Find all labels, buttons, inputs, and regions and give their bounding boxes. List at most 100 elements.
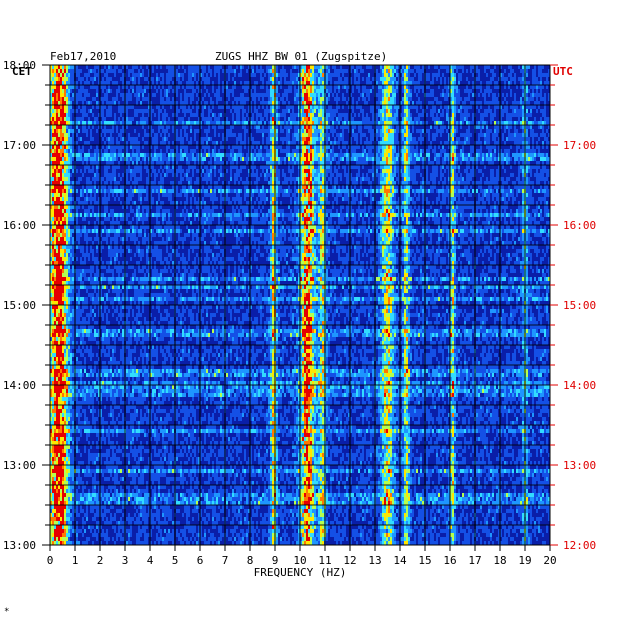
heatmap-cell (532, 69, 534, 73)
heatmap-cell (164, 113, 166, 117)
heatmap-cell (220, 105, 222, 109)
heatmap-cell (156, 137, 158, 141)
heatmap-cell (458, 89, 460, 93)
heatmap-cell (534, 85, 536, 89)
heatmap-cell (434, 165, 436, 169)
heatmap-cell (60, 93, 62, 97)
heatmap-cell (168, 169, 170, 173)
heatmap-cell (272, 125, 274, 129)
heatmap-cell (216, 153, 218, 157)
heatmap-cell (62, 89, 64, 93)
heatmap-cell (432, 93, 434, 97)
heatmap-cell (346, 69, 348, 73)
heatmap-cell (286, 141, 288, 145)
heatmap-cell (450, 73, 452, 77)
heatmap-cell (510, 165, 512, 169)
heatmap-cell (230, 169, 232, 173)
heatmap-cell (416, 141, 418, 145)
heatmap-cell (416, 165, 418, 169)
heatmap-cell (284, 153, 286, 157)
heatmap-cell (294, 121, 296, 125)
heatmap-cell (316, 165, 318, 169)
heatmap-cell (392, 81, 394, 85)
heatmap-cell (186, 153, 188, 157)
heatmap-cell (386, 157, 388, 161)
heatmap-cell (450, 133, 452, 137)
heatmap-cell (506, 77, 508, 81)
heatmap-cell (248, 81, 250, 85)
heatmap-cell (306, 169, 308, 173)
heatmap-cell (190, 73, 192, 77)
heatmap-cell (210, 121, 212, 125)
heatmap-cell (294, 101, 296, 105)
heatmap-cell (298, 109, 300, 113)
heatmap-cell (370, 117, 372, 121)
heatmap-cell (244, 97, 246, 101)
heatmap-cell (400, 169, 402, 173)
heatmap-cell (338, 105, 340, 109)
heatmap-cell (530, 85, 532, 89)
heatmap-cell (320, 169, 322, 173)
heatmap-cell (496, 141, 498, 145)
heatmap-cell (448, 81, 450, 85)
heatmap-cell (52, 129, 54, 133)
heatmap-cell (92, 137, 94, 141)
heatmap-cell (218, 97, 220, 101)
heatmap-cell (252, 165, 254, 169)
heatmap-cell (410, 133, 412, 137)
heatmap-cell (322, 93, 324, 97)
heatmap-cell (200, 149, 202, 153)
heatmap-cell (356, 81, 358, 85)
heatmap-cell (472, 117, 474, 121)
heatmap-cell (218, 153, 220, 157)
heatmap-cell (366, 153, 368, 157)
heatmap-cell (318, 85, 320, 89)
heatmap-cell (84, 73, 86, 77)
heatmap-cell (294, 93, 296, 97)
heatmap-cell (188, 117, 190, 121)
heatmap-cell (186, 101, 188, 105)
heatmap-cell (370, 137, 372, 141)
heatmap-cell (280, 125, 282, 129)
heatmap-cell (426, 93, 428, 97)
heatmap-cell (302, 113, 304, 117)
heatmap-cell (406, 153, 408, 157)
heatmap-cell (218, 133, 220, 137)
heatmap-cell (332, 105, 334, 109)
heatmap-cell (312, 77, 314, 81)
heatmap-cell (502, 149, 504, 153)
heatmap-cell (268, 157, 270, 161)
heatmap-cell (454, 69, 456, 73)
heatmap-cell (378, 105, 380, 109)
heatmap-cell (268, 65, 270, 69)
heatmap-cell (220, 113, 222, 117)
heatmap-cell (546, 85, 548, 89)
heatmap-cell (402, 153, 404, 157)
heatmap-cell (376, 105, 378, 109)
heatmap-cell (398, 105, 400, 109)
heatmap-cell (88, 125, 90, 129)
heatmap-cell (546, 69, 548, 73)
heatmap-cell (288, 145, 290, 149)
heatmap-cell (98, 153, 100, 157)
heatmap-cell (310, 109, 312, 113)
heatmap-cell (242, 165, 244, 169)
heatmap-cell (120, 157, 122, 161)
heatmap-cell (452, 141, 454, 145)
heatmap-cell (406, 89, 408, 93)
heatmap-cell (484, 141, 486, 145)
heatmap-cell (162, 161, 164, 165)
heatmap-cell (352, 157, 354, 161)
heatmap-cell (56, 89, 58, 93)
heatmap-cell (498, 165, 500, 169)
heatmap-cell (480, 153, 482, 157)
heatmap-cell (170, 149, 172, 153)
heatmap-cell (102, 137, 104, 141)
heatmap-cell (546, 169, 548, 173)
heatmap-cell (450, 97, 452, 101)
heatmap-cell (526, 149, 528, 153)
heatmap-cell (382, 101, 384, 105)
heatmap-cell (150, 161, 152, 165)
heatmap-cell (366, 65, 368, 69)
heatmap-cell (200, 165, 202, 169)
